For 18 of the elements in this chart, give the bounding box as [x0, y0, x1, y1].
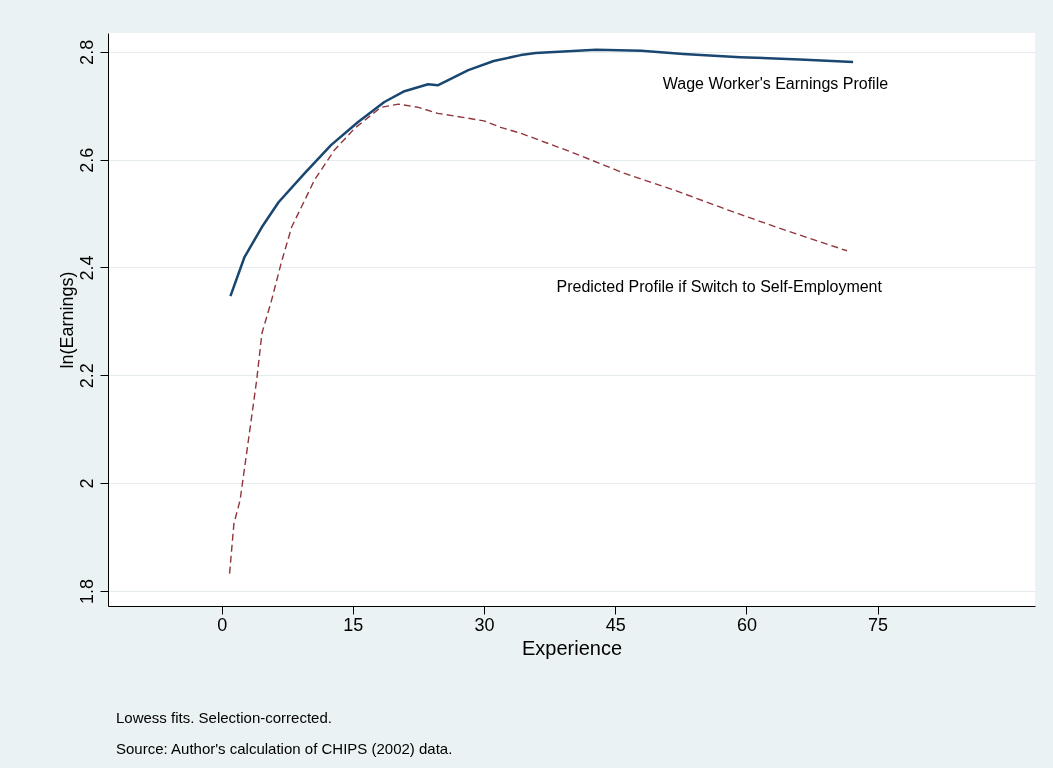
text: Lowess fits. Selection-corrected.: [116, 709, 332, 726]
y-tick-label: 2.2: [76, 363, 97, 389]
x-tick-label: 45: [605, 614, 626, 635]
x-axis-title: Experience: [521, 636, 623, 659]
y-tick-label: 2.6: [76, 147, 97, 173]
y-axis-title: ln(Earnings): [56, 271, 77, 369]
x-tick-label: 60: [736, 614, 757, 635]
x-tick-label: 0: [217, 614, 228, 635]
y-tick-label: 2.8: [76, 39, 97, 65]
y-tick-label: 2.4: [76, 255, 97, 281]
source-note: Source: Author's calculation of CHIPS (2002) data.: [116, 740, 453, 757]
x-tick-label: 30: [474, 614, 495, 635]
series-label: Wage Worker's Earnings Profile: [662, 75, 889, 93]
x-tick-label: 15: [343, 614, 364, 635]
x-tick-label: 75: [868, 614, 889, 635]
y-tick-label: 2: [76, 478, 97, 489]
text: Predicted Profile if Switch to Self-Employment: [556, 277, 883, 295]
y-tick-label: 1.8: [76, 578, 97, 604]
